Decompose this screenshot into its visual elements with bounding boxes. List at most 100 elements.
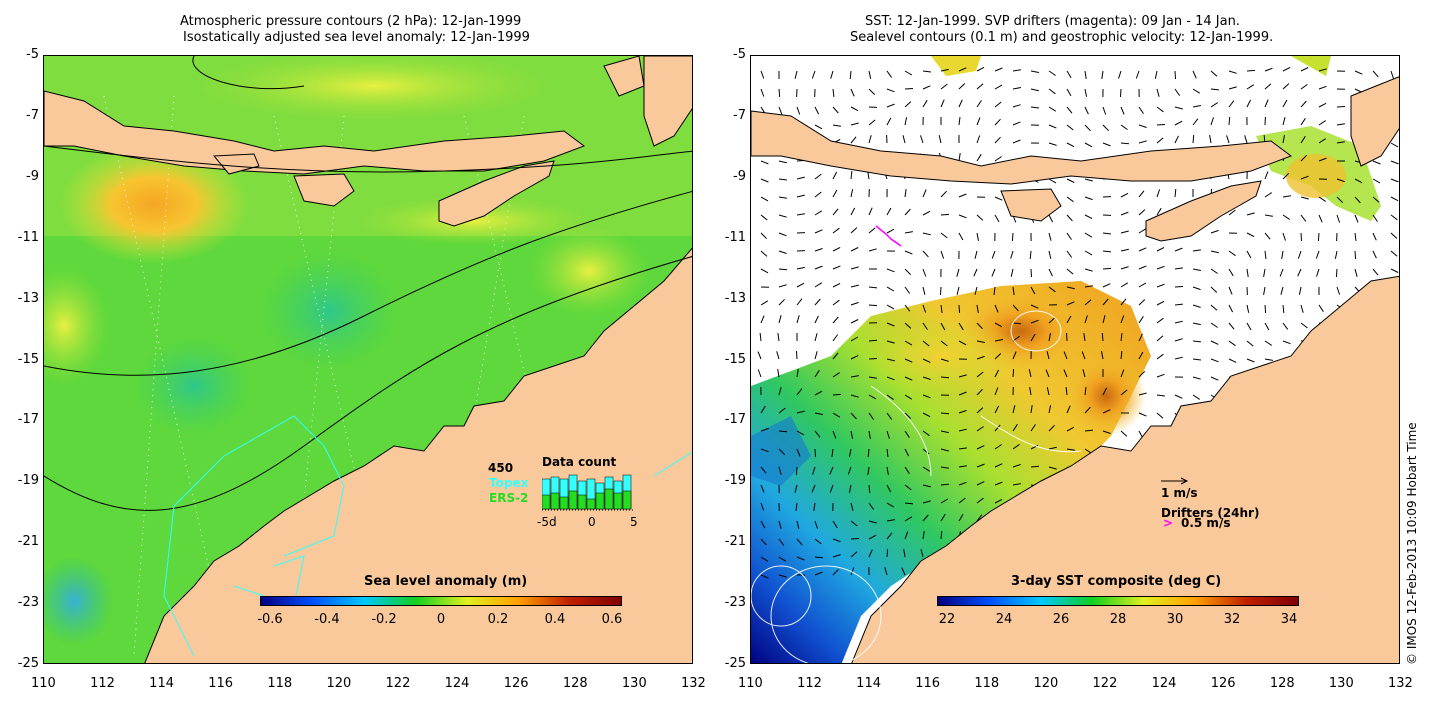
velocity-arrow bbox=[1390, 70, 1394, 79]
velocity-arrow bbox=[976, 100, 982, 108]
velocity-arrow bbox=[1246, 340, 1254, 347]
drifter-legend-arrow-icon: > bbox=[1163, 516, 1174, 530]
velocity-arrow bbox=[940, 483, 950, 486]
velocity-arrow bbox=[958, 83, 966, 90]
velocity-arrow bbox=[904, 268, 912, 276]
left-y-tick-label: -17 bbox=[17, 412, 39, 428]
velocity-arrow bbox=[1354, 250, 1357, 260]
right-x-tick-label: 128 bbox=[1269, 676, 1295, 691]
velocity-arrow bbox=[1210, 286, 1218, 293]
velocity-arrow bbox=[1228, 268, 1234, 277]
velocity-arrow bbox=[850, 88, 855, 97]
right-colorbar-tick: 30 bbox=[1166, 612, 1184, 627]
velocity-arrow bbox=[1318, 102, 1327, 108]
velocity-arrow bbox=[814, 448, 816, 458]
velocity-arrow bbox=[760, 427, 769, 432]
velocity-arrow bbox=[922, 268, 927, 277]
velocity-arrow bbox=[1063, 369, 1068, 378]
velocity-arrow bbox=[777, 333, 780, 342]
velocity-arrow bbox=[976, 340, 985, 343]
right-x-tick-label: 130 bbox=[1328, 676, 1354, 691]
velocity-arrow bbox=[848, 448, 852, 457]
velocity-arrow bbox=[922, 99, 928, 108]
velocity-arrow bbox=[868, 502, 875, 510]
velocity-arrow bbox=[1336, 178, 1345, 183]
velocity-arrow bbox=[1390, 178, 1399, 183]
velocity-arrow bbox=[994, 118, 1001, 126]
velocity-arrow bbox=[850, 551, 858, 558]
velocity-arrow bbox=[994, 304, 999, 313]
velocity-arrow bbox=[1084, 315, 1088, 324]
right-title-line1: SST: 12-Jan-1999. SVP drifters (magenta)… bbox=[865, 14, 1240, 29]
velocity-arrow bbox=[922, 340, 930, 347]
data-count-ers2-bar bbox=[577, 494, 587, 510]
data-count-bars bbox=[542, 474, 634, 511]
velocity-arrow bbox=[1120, 106, 1125, 115]
data-count-ers2-bar bbox=[550, 492, 560, 510]
right-x-tick-label: 110 bbox=[738, 676, 763, 691]
velocity-arrow bbox=[848, 484, 852, 493]
velocity-arrow bbox=[796, 106, 801, 115]
velocity-arrow bbox=[1318, 138, 1326, 144]
right-y-tick-label: -23 bbox=[724, 595, 746, 611]
velocity-arrow bbox=[1282, 304, 1285, 314]
velocity-arrow bbox=[922, 430, 930, 437]
velocity-arrow bbox=[1066, 106, 1073, 114]
right-title-line2: Sealevel contours (0.1 m) and geostrophi… bbox=[850, 30, 1274, 45]
velocity-arrow bbox=[832, 282, 841, 288]
velocity-arrow bbox=[903, 549, 906, 558]
left-map-panel[interactable]: 450 Data count Topex ERS-2 -5d 0 5 Sea l… bbox=[43, 55, 693, 664]
velocity-arrow bbox=[1048, 88, 1056, 95]
velocity-arrow bbox=[760, 250, 768, 257]
velocity-arrow bbox=[922, 250, 929, 258]
velocity-arrow bbox=[1084, 88, 1088, 97]
velocity-arrow bbox=[832, 316, 839, 324]
left-x-tick-label: 116 bbox=[208, 676, 234, 691]
velocity-arrow bbox=[778, 268, 788, 271]
velocity-arrow bbox=[1300, 100, 1307, 108]
velocity-arrow bbox=[868, 88, 876, 95]
velocity-arrow bbox=[1030, 465, 1040, 468]
left-title-line2: Isostatically adjusted sea level anomaly… bbox=[183, 30, 530, 45]
velocity-arrow bbox=[1156, 300, 1165, 306]
velocity-arrow bbox=[1120, 192, 1129, 198]
velocity-arrow bbox=[1102, 409, 1111, 414]
right-y-tick-label: -25 bbox=[724, 656, 746, 671]
velocity-arrow bbox=[831, 448, 834, 457]
velocity-arrow bbox=[796, 176, 805, 180]
velocity-arrow bbox=[868, 520, 877, 524]
velocity-arrow bbox=[994, 405, 1000, 414]
left-colorbar-tick: -0.6 bbox=[257, 612, 283, 627]
left-x-tick-label: 120 bbox=[326, 676, 352, 691]
velocity-arrow bbox=[796, 388, 803, 396]
velocity-arrow bbox=[1228, 70, 1237, 74]
velocity-arrow bbox=[778, 214, 787, 218]
velocity-arrow bbox=[904, 466, 910, 474]
sea-level-anomaly-map bbox=[44, 56, 692, 663]
right-map-panel[interactable]: 1 m/s Drifters (24hr) > 0.5 m/s 3-day SS… bbox=[750, 55, 1400, 664]
velocity-arrow bbox=[904, 412, 912, 419]
velocity-arrow bbox=[904, 304, 911, 312]
velocity-arrow bbox=[850, 247, 859, 252]
velocity-arrow bbox=[1192, 340, 1201, 343]
velocity-arrow bbox=[1063, 351, 1068, 360]
velocity-arrow bbox=[813, 502, 816, 511]
velocity-arrow bbox=[922, 322, 928, 330]
velocity-arrow bbox=[832, 106, 839, 114]
velocity-arrow bbox=[1246, 99, 1252, 108]
velocity-arrow bbox=[796, 282, 805, 288]
velocity-arrow bbox=[1210, 229, 1219, 234]
velocity-arrow bbox=[850, 336, 859, 342]
velocity-arrow bbox=[1264, 304, 1267, 314]
velocity-arrow bbox=[1030, 424, 1036, 432]
velocity-arrow bbox=[760, 214, 768, 221]
velocity-arrow bbox=[1120, 248, 1129, 252]
velocity-arrow bbox=[1174, 394, 1183, 399]
velocity-arrow bbox=[958, 193, 967, 198]
velocity-arrow bbox=[832, 538, 841, 543]
velocity-arrow bbox=[814, 369, 820, 378]
velocity-arrow bbox=[796, 350, 798, 360]
velocity-arrow bbox=[778, 466, 782, 475]
velocity-arrow bbox=[958, 340, 967, 346]
velocity-arrow bbox=[1030, 304, 1039, 309]
